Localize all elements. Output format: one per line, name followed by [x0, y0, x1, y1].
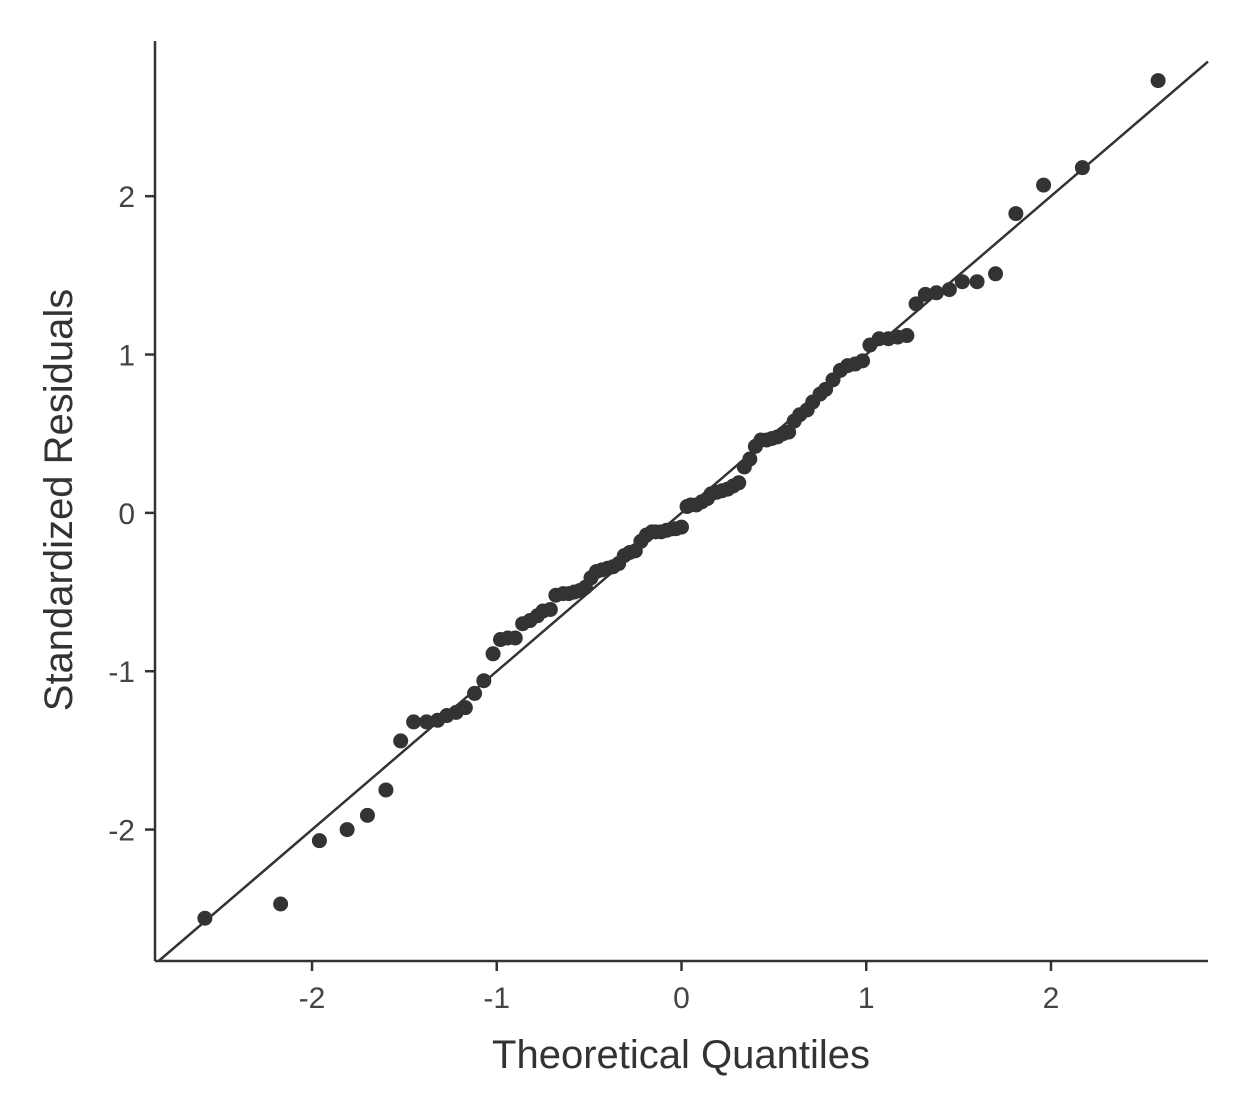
- data-point: [467, 685, 483, 701]
- data-point: [917, 286, 933, 302]
- data-point: [339, 822, 355, 838]
- data-point: [419, 714, 435, 730]
- data-point: [273, 896, 289, 912]
- x-tick-label: -2: [299, 982, 326, 1015]
- x-tick-label: -1: [483, 982, 510, 1015]
- data-point: [406, 714, 422, 730]
- data-point: [457, 700, 473, 716]
- data-point: [359, 807, 375, 823]
- y-tick-label: -2: [108, 815, 135, 848]
- data-point: [781, 424, 797, 440]
- data-point: [899, 328, 915, 344]
- x-axis-title: Theoretical Quantiles: [492, 1033, 870, 1077]
- data-point: [1150, 73, 1166, 89]
- data-point: [928, 285, 944, 301]
- x-axis-ticks: -2 -1 0 1 2: [299, 961, 1060, 1015]
- y-axis-ticks: -2 -1 0 1 2: [108, 181, 155, 848]
- data-point: [311, 833, 327, 849]
- data-point: [988, 266, 1004, 282]
- data-point: [969, 274, 985, 290]
- y-tick-label: 1: [118, 340, 135, 373]
- data-point: [855, 353, 871, 369]
- y-tick-label: -1: [108, 656, 135, 689]
- data-point: [1036, 177, 1052, 193]
- data-points-layer: [197, 73, 1166, 926]
- x-tick-label: 2: [1043, 982, 1060, 1015]
- data-point: [507, 630, 523, 646]
- data-point: [1008, 206, 1024, 222]
- data-point: [908, 296, 924, 312]
- y-tick-label: 2: [118, 181, 135, 214]
- y-axis-title: Standardized Residuals: [37, 289, 81, 711]
- data-point: [954, 274, 970, 290]
- data-point: [378, 782, 394, 798]
- data-point: [393, 733, 409, 749]
- data-point: [674, 519, 689, 535]
- data-point: [731, 475, 747, 491]
- data-point: [197, 910, 213, 926]
- x-tick-label: 0: [673, 982, 690, 1015]
- data-point: [542, 601, 558, 617]
- data-point: [476, 673, 492, 689]
- data-point: [742, 451, 758, 467]
- data-point: [941, 282, 957, 298]
- y-tick-label: 0: [118, 498, 135, 531]
- data-point: [1074, 160, 1090, 176]
- x-tick-label: 1: [858, 982, 875, 1015]
- data-point: [485, 646, 501, 662]
